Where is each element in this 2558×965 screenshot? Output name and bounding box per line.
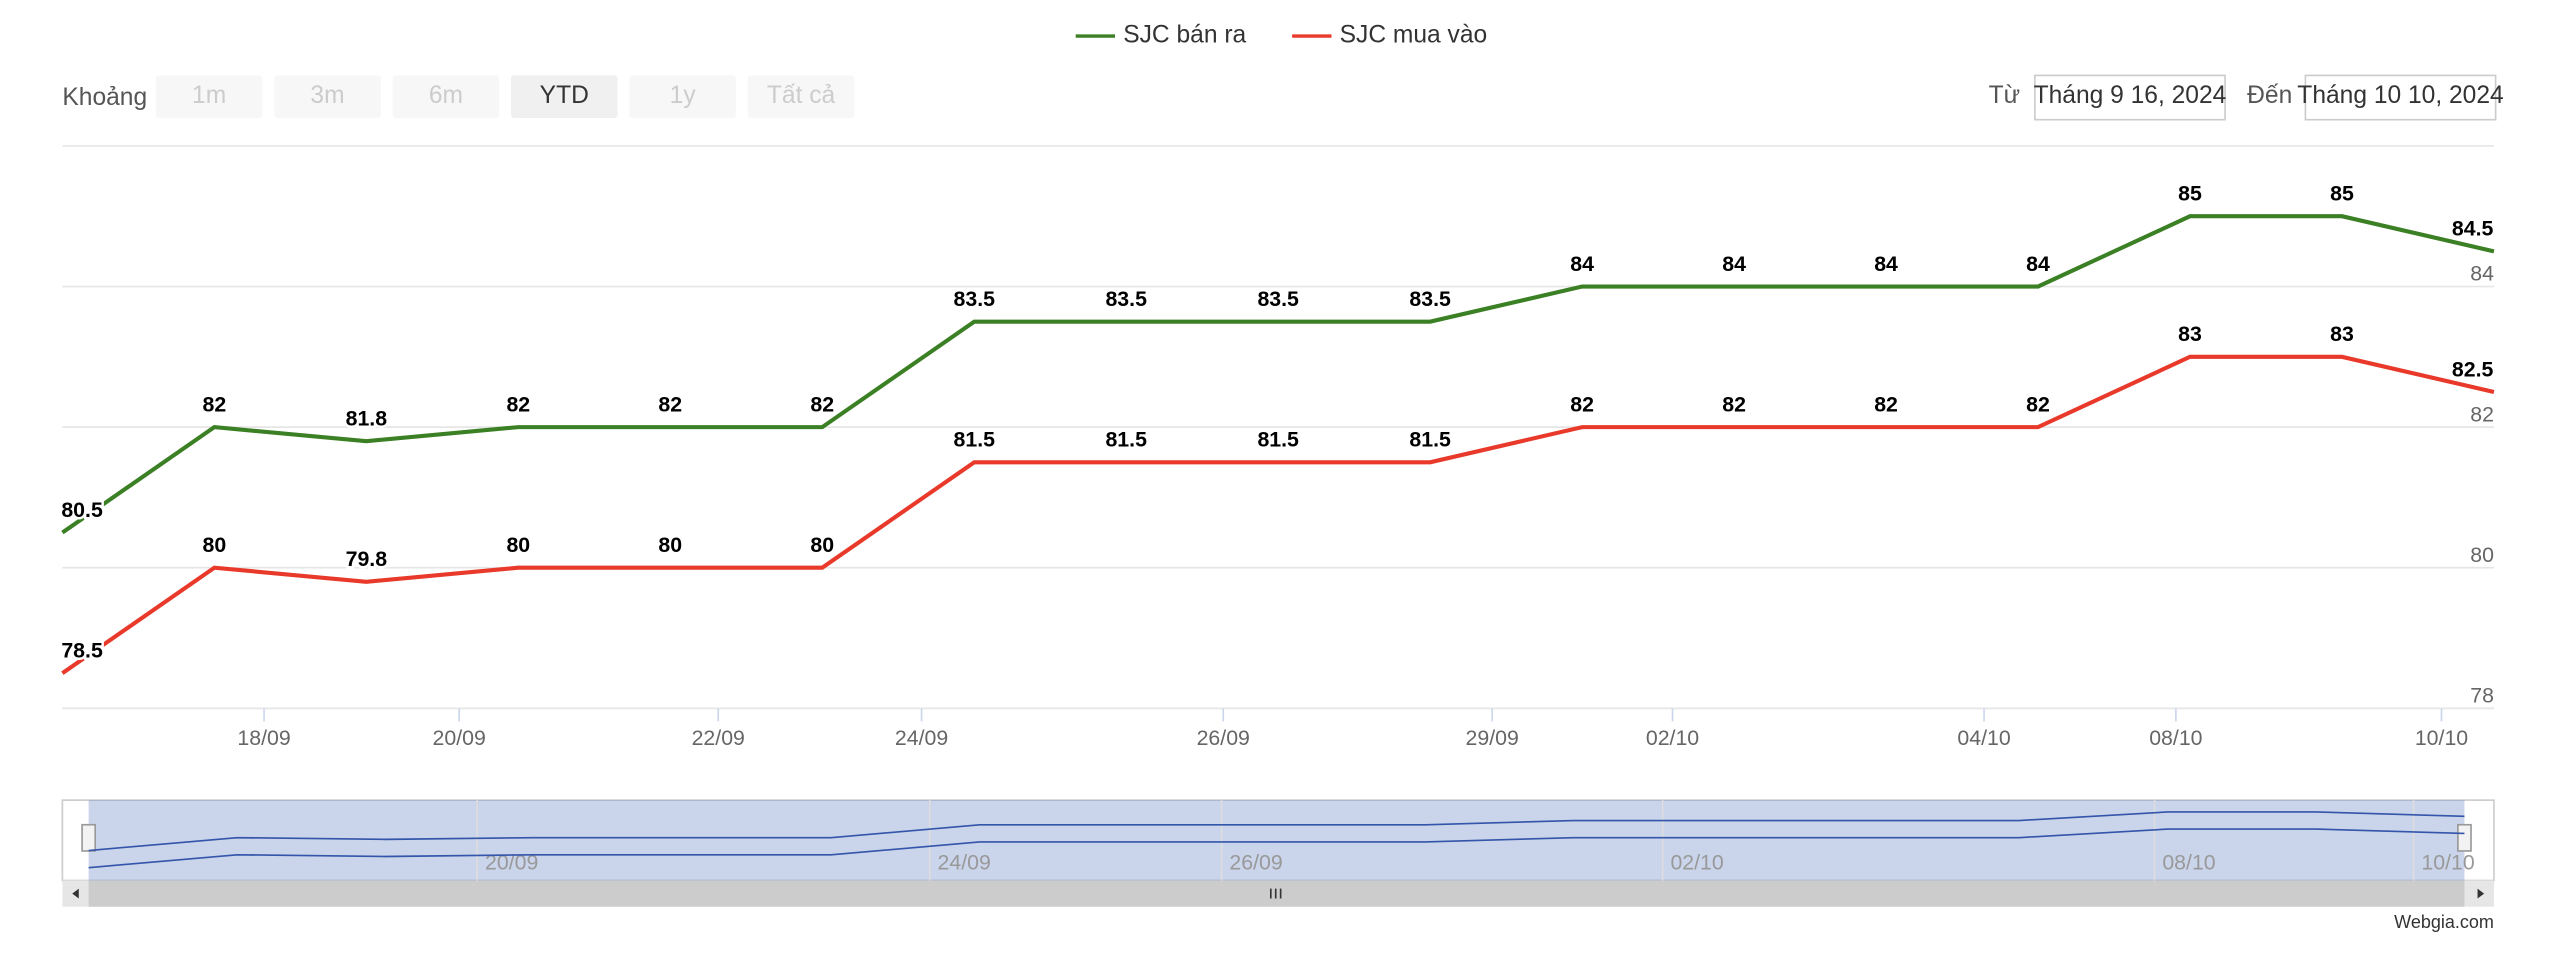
- to-input[interactable]: [2304, 74, 2497, 121]
- x-tick-label: 20/09: [433, 726, 486, 750]
- x-tick-label: 08/10: [2149, 726, 2202, 750]
- data-label: 81.5: [954, 428, 996, 452]
- navigator-line: [88, 828, 2465, 869]
- x-tick-label: 22/09: [692, 726, 745, 750]
- data-label: 81.8: [346, 406, 388, 430]
- x-tick-label: 02/10: [1646, 726, 1699, 750]
- scroll-grip: [1269, 888, 1282, 899]
- y-tick-label: 80: [2470, 543, 2494, 567]
- range-button[interactable]: [747, 75, 855, 119]
- y-tick-label: 82: [2470, 402, 2494, 426]
- legend-label[interactable]: SJC mua vào: [1340, 22, 1488, 49]
- range-button[interactable]: [392, 75, 500, 119]
- nav-label: 24/09: [938, 851, 991, 875]
- navigator-frame: [61, 799, 2495, 882]
- range-button-label[interactable]: 1y: [670, 82, 697, 109]
- nav-label: 26/09: [1229, 851, 1282, 875]
- data-label: 84: [1570, 252, 1594, 276]
- navigator-line: [88, 811, 2465, 852]
- credit[interactable]: Webgia.com: [2394, 912, 2494, 932]
- data-label: 82: [1570, 392, 1594, 416]
- data-label: 84: [1722, 252, 1746, 276]
- data-label: 84.5: [2452, 217, 2494, 241]
- nav-handle[interactable]: [81, 823, 97, 852]
- from-input[interactable]: [2034, 74, 2226, 121]
- range-button-label[interactable]: 3m: [310, 82, 344, 109]
- data-label: 81.5: [1257, 428, 1299, 452]
- data-label: 83.5: [954, 287, 996, 311]
- navigator-mask[interactable]: [88, 800, 2465, 881]
- series-line: [61, 354, 2495, 675]
- data-label: 85: [2178, 182, 2202, 206]
- y-tick-label: 78: [2470, 683, 2494, 707]
- scroll-left[interactable]: [72, 888, 79, 899]
- data-label: 81.5: [1105, 428, 1147, 452]
- data-label: 84: [1874, 252, 1898, 276]
- data-label: 80: [810, 533, 834, 557]
- x-tick-label: 10/10: [2415, 726, 2468, 750]
- range-button-label[interactable]: Tất cả: [767, 82, 836, 109]
- to-value[interactable]: Tháng 10 10, 2024: [2297, 82, 2503, 109]
- range-button[interactable]: [629, 75, 736, 119]
- data-label: 79.8: [346, 547, 388, 571]
- nav-label: 10/10: [2421, 851, 2474, 875]
- to-label: Đến: [2247, 82, 2292, 109]
- data-label: 80: [506, 533, 530, 557]
- range-button[interactable]: [155, 75, 263, 119]
- range-button-label[interactable]: YTD: [540, 82, 589, 109]
- data-label: 85: [2330, 182, 2354, 206]
- toolbar: Khoảng: [62, 84, 147, 111]
- data-label: 83.5: [1105, 287, 1147, 311]
- data-label: 78.5: [61, 638, 103, 662]
- x-tick-label: 29/09: [1466, 726, 1519, 750]
- data-label: 82: [1722, 392, 1746, 416]
- x-tick-label: 04/10: [1957, 726, 2010, 750]
- data-label: 83: [2178, 322, 2202, 346]
- scroll-right[interactable]: [2477, 888, 2485, 899]
- nav-label: 08/10: [2162, 851, 2215, 875]
- data-label: 83: [2330, 322, 2354, 346]
- data-label: 80: [203, 533, 227, 557]
- data-label: 83.5: [1409, 287, 1451, 311]
- data-label: 80.5: [61, 498, 103, 522]
- data-label: 82: [1874, 392, 1898, 416]
- data-label: 82: [658, 392, 682, 416]
- from-value[interactable]: Tháng 9 16, 2024: [2034, 82, 2227, 109]
- legend-label[interactable]: SJC bán ra: [1123, 22, 1246, 49]
- data-label: 81.5: [1409, 428, 1451, 452]
- x-tick-label: 26/09: [1197, 726, 1250, 750]
- nav-label: 02/10: [1670, 851, 1723, 875]
- data-label: 84: [2026, 252, 2050, 276]
- nav-handle[interactable]: [2457, 823, 2472, 852]
- x-tick-label: 18/09: [237, 726, 290, 750]
- range-button[interactable]: [274, 75, 381, 119]
- data-label: 82: [203, 392, 227, 416]
- data-label: 82: [2026, 392, 2050, 416]
- y-tick-label: 84: [2470, 262, 2494, 286]
- range-button-label[interactable]: 6m: [429, 82, 463, 109]
- data-label: 83.5: [1257, 287, 1299, 311]
- series-line: [61, 214, 2495, 535]
- data-label: 80: [658, 533, 682, 557]
- data-label: 82: [506, 392, 530, 416]
- data-label: 82.5: [2452, 357, 2494, 381]
- x-tick-label: 24/09: [895, 726, 948, 750]
- range-button[interactable]: [511, 75, 618, 119]
- range-button-label[interactable]: 1m: [192, 82, 226, 109]
- data-label: 82: [810, 392, 834, 416]
- from-label: Từ: [1989, 82, 2020, 109]
- range-label: Khoảng: [62, 84, 147, 111]
